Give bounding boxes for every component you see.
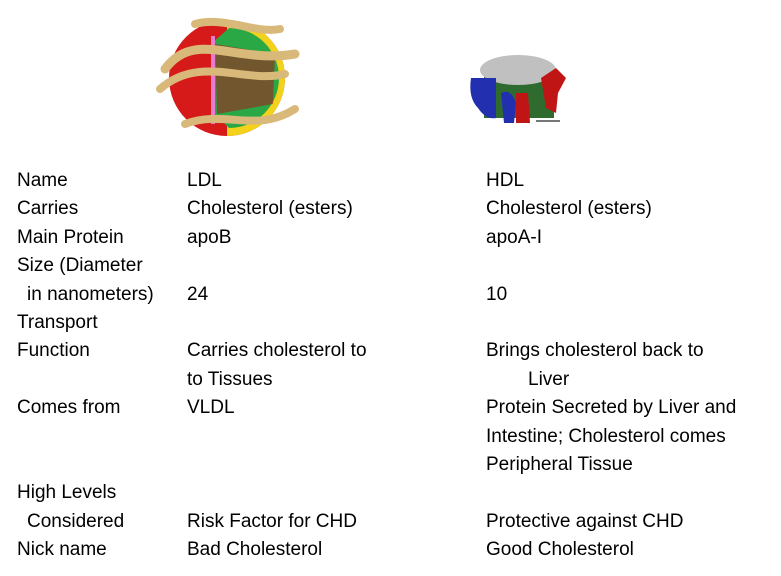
row-label: Carries bbox=[17, 198, 79, 220]
ldl-value: LDL bbox=[187, 170, 222, 191]
table-row: to Tissues Liver bbox=[0, 366, 781, 394]
ldl-value: Carries cholesterol to bbox=[187, 340, 367, 362]
table-row: Carries Cholesterol (esters) Cholesterol (… bbox=[0, 195, 781, 223]
ldl-value: Cholesterol (esters) bbox=[187, 198, 353, 220]
hdl-value: apoA-I bbox=[486, 226, 542, 248]
hdl-value: Protective against CHD bbox=[486, 510, 684, 532]
ldl-particle-illustration bbox=[156, 17, 300, 136]
table-row: Name LDL HDL bbox=[0, 167, 781, 195]
hdl-value: Brings cholesterol back to bbox=[486, 340, 704, 362]
row-label: High Levels bbox=[17, 482, 117, 504]
ldl-value: 24 bbox=[187, 283, 209, 305]
ldl-value: VLDL bbox=[187, 397, 235, 419]
hdl-value: Liver bbox=[528, 368, 570, 390]
row-label: Function bbox=[17, 340, 90, 362]
table-row: Function Carries cholesterol to Brings cho… bbox=[0, 337, 781, 365]
row-label: Main Protein bbox=[17, 226, 124, 248]
row-label: Considered bbox=[27, 510, 125, 532]
table-row: Intestine; Cholesterol comes bbox=[0, 423, 781, 451]
row-label: Size (Diameter bbox=[17, 255, 143, 277]
ldl-value: apoB bbox=[187, 226, 232, 248]
table-row: Size (Diameter bbox=[0, 252, 781, 280]
ldl-value: to Tissues bbox=[187, 368, 273, 390]
row-label: Transport bbox=[17, 312, 98, 333]
table-row: Comes from VLDL Protein Secreted by Liver … bbox=[0, 394, 781, 422]
table-row: Main Protein apoB apoA-I bbox=[0, 224, 781, 252]
table-row: in nanometers) 24 10 bbox=[0, 281, 781, 309]
table-row: High Levels bbox=[0, 479, 781, 507]
hdl-value: Peripheral Tissue bbox=[486, 454, 633, 475]
row-label: in nanometers) bbox=[27, 283, 154, 305]
hdl-value: Protein Secreted by Liver and bbox=[486, 397, 737, 419]
ldl-value: Risk Factor for CHD bbox=[187, 510, 357, 532]
table-row: Considered Risk Factor for CHD Protective … bbox=[0, 508, 781, 536]
hdl-particle-illustration bbox=[470, 55, 566, 123]
hdl-value: Cholesterol (esters) bbox=[486, 198, 652, 220]
row-label: Name bbox=[17, 170, 68, 191]
row-label: Nick name bbox=[17, 539, 107, 561]
table-row: Nick name Bad Cholesterol Good Cholesterol bbox=[0, 536, 781, 564]
hdl-value: HDL bbox=[486, 170, 525, 191]
hdl-value: Good Cholesterol bbox=[486, 539, 634, 561]
hdl-value: 10 bbox=[486, 283, 508, 305]
hdl-value: Intestine; Cholesterol comes bbox=[486, 425, 726, 447]
row-label: Comes from bbox=[17, 397, 121, 419]
table-row: Peripheral Tissue bbox=[0, 451, 781, 479]
table-row: Transport bbox=[0, 309, 781, 337]
ldl-value: Bad Cholesterol bbox=[187, 539, 323, 561]
